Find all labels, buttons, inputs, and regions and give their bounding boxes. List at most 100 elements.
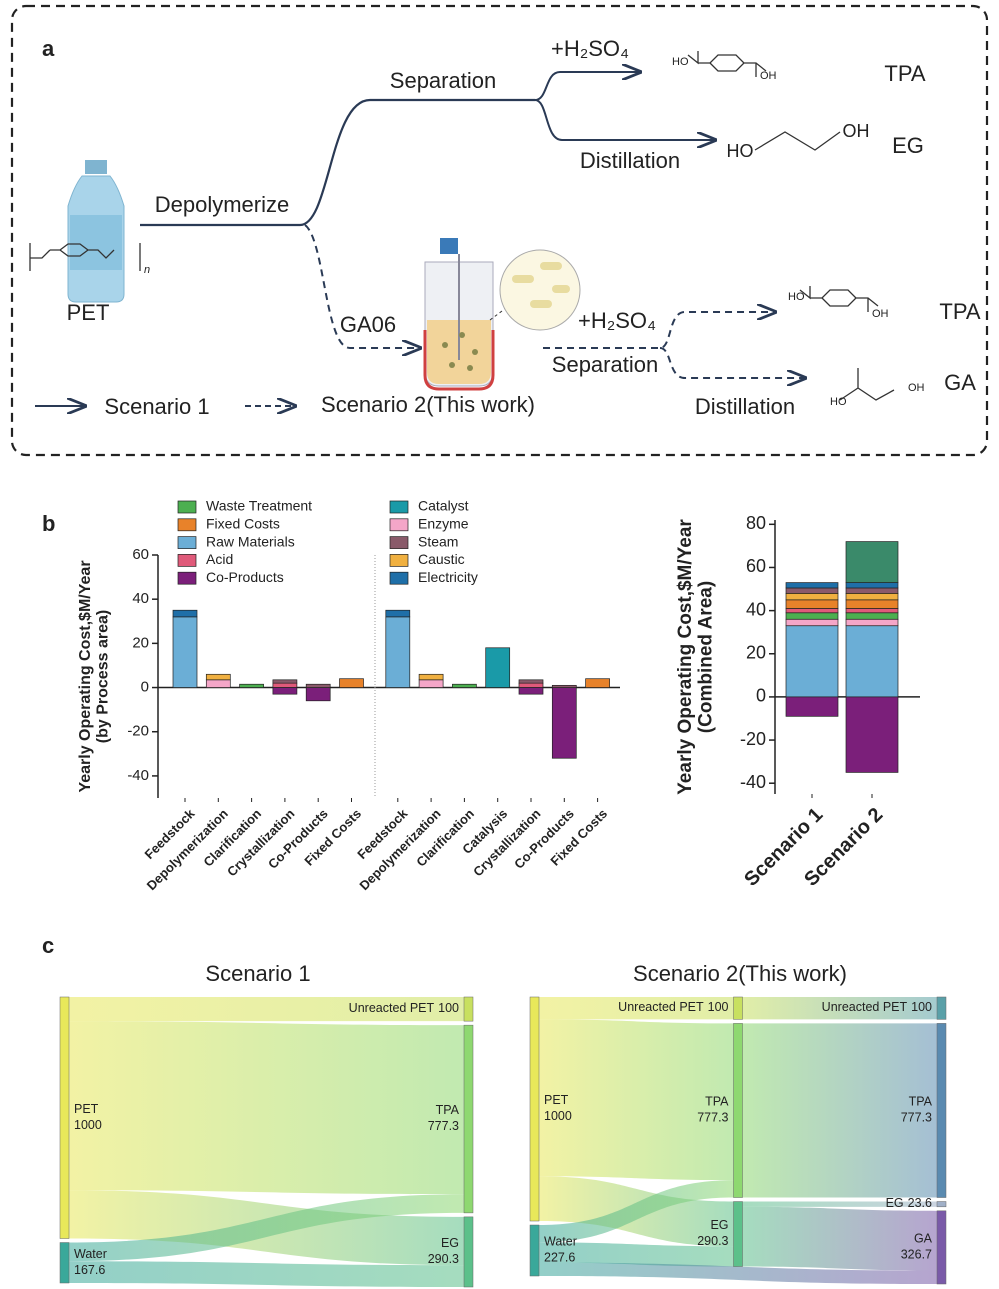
sankey-label: TPA 777.3 [697, 1095, 729, 1125]
legend-swatch [177, 536, 197, 549]
sankey-label: Unreacted PET 100 [349, 1001, 459, 1015]
sankey-link [742, 1023, 937, 1198]
node-name: TPA [909, 1095, 933, 1109]
node-value: 100 [708, 1000, 729, 1014]
tpa-label: TPA [884, 61, 925, 86]
atom-label: HO [727, 141, 754, 161]
bar-segment [418, 673, 444, 681]
legend-swatch [389, 536, 409, 549]
sankey-label: EG 23.6 [886, 1196, 932, 1210]
bar-segment [339, 678, 364, 688]
distillation-label: Distillation [695, 394, 795, 419]
bar-segment [272, 687, 298, 695]
route-2-ga [659, 347, 805, 378]
sankey-node [59, 996, 70, 1239]
sankey-node [463, 1024, 474, 1214]
y-tick-label: 80 [746, 513, 766, 533]
y-tick-label: 0 [756, 686, 766, 706]
legend-label: Scenario 1 [104, 394, 209, 419]
sankey-label: PET 1000 [544, 1093, 572, 1123]
bar-segment [272, 679, 298, 684]
bar-segment [845, 625, 899, 698]
y-tick-label: 60 [746, 556, 766, 576]
sankey-label: TPA 777.3 [428, 1103, 460, 1133]
legend-swatch [389, 571, 409, 585]
node-value: 100 [911, 1000, 932, 1014]
bar-segment [845, 612, 899, 620]
bar-segment [305, 683, 331, 688]
node-value: 23.6 [908, 1196, 932, 1210]
y-tick-label: 40 [132, 590, 149, 607]
eg-structure [754, 131, 841, 151]
sankey-node [529, 996, 540, 1222]
legend-label: Fixed Costs [206, 516, 280, 532]
node-name: EG [710, 1218, 728, 1232]
node-name: Water [544, 1235, 577, 1249]
legend-label: Co-Products [206, 569, 284, 585]
tpa-label: TPA [939, 299, 980, 324]
node-name: EG [441, 1236, 459, 1250]
node-value: 777.3 [428, 1119, 459, 1133]
atom-label: OH [872, 308, 889, 320]
y-axis-label: (by Process area) [94, 610, 111, 743]
sankey-link [69, 997, 464, 1022]
acid-label: +H₂SO₄ [578, 308, 656, 333]
sankey-node [936, 1201, 947, 1208]
legend-label: Enzyme [418, 516, 469, 532]
legend-label: Steam [418, 533, 458, 549]
bar-segment [845, 599, 899, 609]
y-tick-label: 40 [746, 599, 766, 619]
y-axis-label: (Combined Area) [696, 581, 717, 733]
bar-segment [785, 587, 839, 594]
node-value: 1000 [74, 1118, 102, 1132]
y-tick-label: 20 [132, 634, 149, 651]
strain-label: GA06 [340, 312, 396, 337]
sankey-label: TPA 777.3 [901, 1095, 933, 1125]
legend-swatch [389, 554, 409, 567]
sankey-label: EG 290.3 [428, 1236, 459, 1266]
atom-label: HO [830, 396, 847, 408]
y-tick-label: -20 [127, 723, 149, 740]
route-1-eg [534, 99, 715, 140]
bar-segment [785, 625, 839, 698]
bar-segment [785, 696, 839, 717]
separation-label: Separation [552, 352, 658, 377]
separation-label: Separation [390, 68, 496, 93]
legend-label: Acid [206, 551, 233, 567]
ga-structure [839, 368, 895, 401]
node-value: 290.3 [428, 1252, 459, 1266]
node-name: Water [74, 1247, 107, 1261]
tpa-structure [799, 286, 879, 312]
node-value: 100 [438, 1001, 459, 1015]
atom-label: OH [760, 70, 777, 82]
node-value: 777.3 [901, 1111, 932, 1125]
sankey-label: PET 1000 [74, 1102, 102, 1132]
sankey-title: Scenario 2(This work) [633, 961, 847, 986]
node-name: Unreacted PET [618, 1000, 704, 1014]
legend-swatch [177, 554, 197, 567]
node-name: Unreacted PET [822, 1000, 908, 1014]
node-name: PET [544, 1093, 569, 1107]
bar-segment [485, 647, 511, 688]
legend-label: Raw Materials [206, 533, 295, 549]
pet-bottle [67, 160, 125, 303]
polymer-n: n [144, 264, 150, 276]
y-tick-label: -40 [740, 772, 766, 792]
node-value: 227.6 [544, 1251, 575, 1265]
sankey-node [936, 996, 947, 1020]
node-name: TPA [705, 1095, 729, 1109]
route-2 [304, 224, 420, 348]
sankey-link [69, 1194, 464, 1262]
depolymerize-label: Depolymerize [155, 192, 290, 217]
legend-label: Scenario 2(This work) [321, 392, 535, 417]
node-name: PET [74, 1102, 99, 1116]
node-name: Unreacted PET [349, 1001, 435, 1015]
atom-label: HO [672, 56, 689, 68]
bar-segment [845, 587, 899, 594]
bar-segment [205, 679, 231, 688]
sankey-node [529, 1224, 540, 1277]
sankey-link [539, 1180, 734, 1243]
bar-segment [551, 687, 577, 759]
